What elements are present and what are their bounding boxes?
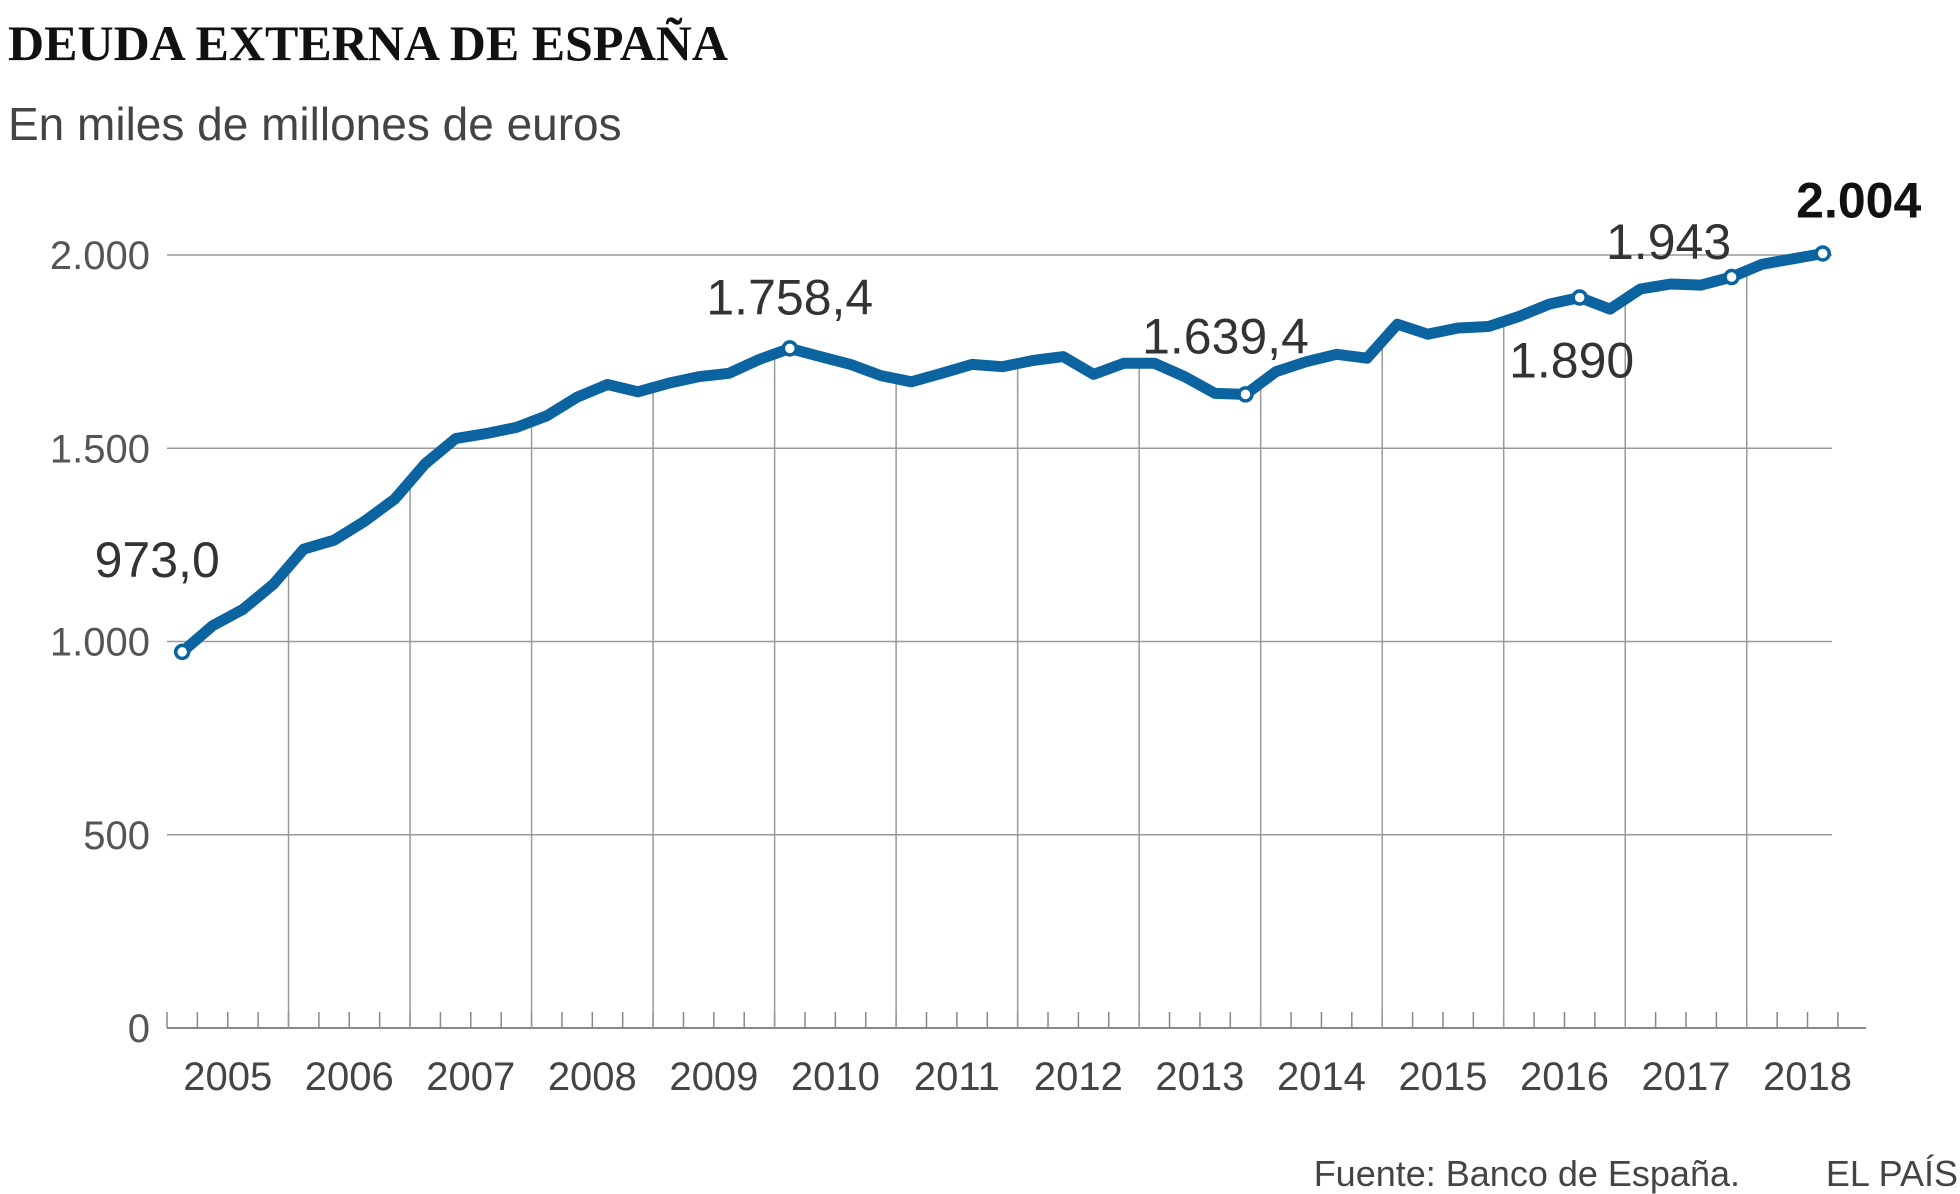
data-point (1571, 289, 1588, 306)
x-tick-label: 2013 (1155, 1055, 1244, 1099)
value-label: 1.758,4 (706, 269, 873, 325)
data-point (781, 340, 799, 357)
x-tick-label: 2017 (1642, 1055, 1731, 1099)
data-point (1814, 245, 1831, 262)
value-label: 1.639,4 (1142, 308, 1309, 364)
data-point (1723, 268, 1740, 286)
data-line (176, 248, 1829, 658)
x-tick-label: 2008 (548, 1055, 637, 1099)
y-tick-label: 1.000 (50, 621, 150, 665)
x-tick-label: 2018 (1763, 1055, 1852, 1099)
x-tick-label: 2006 (305, 1055, 394, 1099)
x-tick-label: 2005 (183, 1055, 272, 1099)
y-tick-label: 500 (83, 814, 150, 858)
data-point (173, 643, 191, 661)
value-label: 2.004 (1796, 172, 1921, 228)
data-point (1237, 386, 1254, 403)
value-label: 1.890 (1509, 333, 1634, 389)
value-label: 1.943 (1606, 214, 1731, 270)
x-tick-label: 2014 (1277, 1055, 1366, 1099)
chart-title: DEUDA EXTERNA DE ESPAÑA (8, 15, 728, 71)
chart-subtitle: En miles de millones de euros (8, 98, 622, 150)
y-tick-label: 1.500 (50, 427, 150, 471)
x-tick-label: 2010 (791, 1055, 880, 1099)
source: Fuente: Banco de España. (1314, 1153, 1740, 1194)
x-tick-label: 2007 (426, 1055, 515, 1099)
x-tick-label: 2015 (1398, 1055, 1487, 1099)
brand: EL PAÍS (1826, 1153, 1958, 1194)
x-tick-label: 2012 (1034, 1055, 1123, 1099)
value-label: 973,0 (95, 532, 220, 588)
x-tick-label: 2009 (669, 1055, 758, 1099)
y-tick-label: 2.000 (50, 234, 150, 278)
x-tick-label: 2016 (1520, 1055, 1609, 1099)
x-tick-label: 2011 (914, 1055, 1000, 1099)
y-tick-label: 0 (128, 1007, 150, 1051)
